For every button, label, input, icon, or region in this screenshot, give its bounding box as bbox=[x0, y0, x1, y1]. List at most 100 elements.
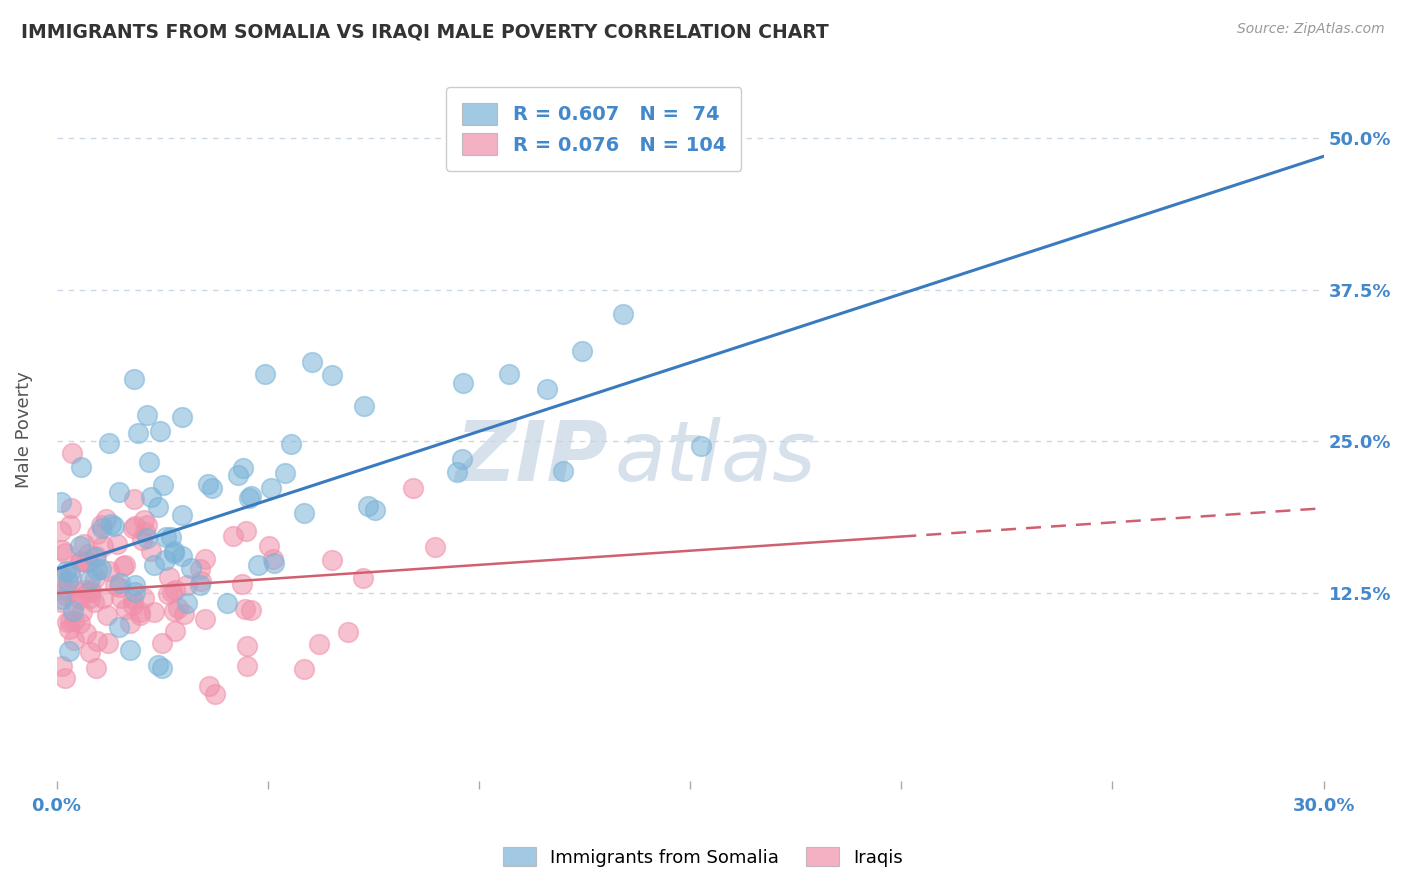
Point bbox=[450, 451, 472, 466]
Text: atlas: atlas bbox=[614, 417, 815, 498]
Point bbox=[65, 583, 87, 598]
Point bbox=[58, 644, 80, 658]
Point bbox=[60, 500, 83, 515]
Point bbox=[352, 571, 374, 585]
Point bbox=[260, 481, 283, 495]
Text: ZIP: ZIP bbox=[456, 417, 607, 498]
Point bbox=[90, 521, 112, 535]
Point bbox=[135, 517, 157, 532]
Point bbox=[176, 578, 198, 592]
Point bbox=[172, 549, 194, 564]
Point bbox=[131, 533, 153, 547]
Point bbox=[215, 596, 238, 610]
Point bbox=[84, 660, 107, 674]
Point bbox=[62, 614, 84, 628]
Point bbox=[129, 605, 152, 619]
Point bbox=[173, 607, 195, 622]
Point bbox=[226, 467, 249, 482]
Point bbox=[129, 608, 152, 623]
Point bbox=[194, 552, 217, 566]
Point bbox=[337, 624, 360, 639]
Point bbox=[180, 561, 202, 575]
Point bbox=[170, 409, 193, 424]
Point bbox=[91, 539, 114, 553]
Point bbox=[238, 491, 260, 506]
Point bbox=[121, 592, 143, 607]
Point bbox=[257, 539, 280, 553]
Point bbox=[170, 508, 193, 522]
Point bbox=[67, 591, 90, 605]
Point bbox=[122, 598, 145, 612]
Point bbox=[124, 519, 146, 533]
Point bbox=[107, 537, 129, 551]
Point bbox=[231, 577, 253, 591]
Point bbox=[152, 478, 174, 492]
Point bbox=[143, 558, 166, 573]
Point bbox=[122, 521, 145, 535]
Point bbox=[155, 530, 177, 544]
Point bbox=[118, 616, 141, 631]
Legend: R = 0.607   N =  74, R = 0.076   N = 104: R = 0.607 N = 74, R = 0.076 N = 104 bbox=[447, 87, 741, 171]
Point bbox=[451, 376, 474, 391]
Point bbox=[138, 455, 160, 469]
Point bbox=[280, 437, 302, 451]
Point bbox=[58, 623, 80, 637]
Point bbox=[110, 591, 132, 606]
Point bbox=[553, 464, 575, 478]
Point bbox=[114, 558, 136, 572]
Point bbox=[69, 554, 91, 568]
Point bbox=[91, 591, 114, 606]
Point bbox=[69, 616, 91, 631]
Point bbox=[56, 574, 79, 588]
Point bbox=[165, 582, 187, 597]
Point bbox=[55, 588, 77, 602]
Point bbox=[60, 570, 83, 584]
Point bbox=[308, 637, 330, 651]
Point bbox=[176, 596, 198, 610]
Point bbox=[59, 517, 82, 532]
Point bbox=[254, 367, 277, 381]
Point bbox=[134, 591, 156, 606]
Point bbox=[239, 489, 262, 503]
Point bbox=[69, 553, 91, 567]
Point bbox=[232, 461, 254, 475]
Point bbox=[292, 506, 315, 520]
Point bbox=[77, 555, 100, 569]
Point bbox=[51, 542, 73, 557]
Point bbox=[498, 367, 520, 381]
Point bbox=[84, 549, 107, 563]
Point bbox=[115, 602, 138, 616]
Point bbox=[107, 580, 129, 594]
Point bbox=[124, 585, 146, 599]
Point bbox=[236, 639, 259, 653]
Point bbox=[60, 446, 83, 460]
Point bbox=[166, 600, 188, 615]
Point bbox=[357, 499, 380, 513]
Point bbox=[163, 544, 186, 558]
Point bbox=[204, 688, 226, 702]
Point bbox=[148, 658, 170, 673]
Point bbox=[423, 540, 446, 554]
Point bbox=[136, 531, 159, 545]
Point bbox=[55, 582, 77, 597]
Point bbox=[86, 563, 108, 577]
Point bbox=[75, 583, 97, 598]
Point bbox=[122, 491, 145, 506]
Point bbox=[353, 399, 375, 413]
Point bbox=[139, 490, 162, 504]
Point bbox=[124, 578, 146, 592]
Point bbox=[536, 382, 558, 396]
Point bbox=[77, 547, 100, 561]
Point bbox=[690, 439, 713, 453]
Point bbox=[401, 481, 423, 495]
Point bbox=[90, 562, 112, 576]
Point bbox=[100, 516, 122, 531]
Point bbox=[73, 537, 96, 551]
Point bbox=[292, 662, 315, 676]
Point bbox=[148, 500, 170, 515]
Point bbox=[157, 587, 180, 601]
Point bbox=[75, 555, 97, 569]
Point bbox=[51, 570, 73, 584]
Point bbox=[198, 679, 221, 693]
Point bbox=[108, 620, 131, 634]
